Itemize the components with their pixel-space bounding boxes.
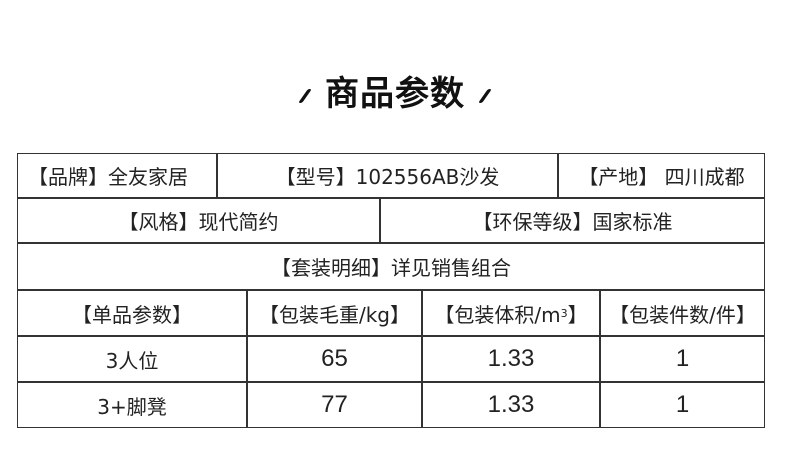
- style-cell: 【风格】现代简约: [17, 198, 380, 243]
- table-row-1-item: 3人位: [17, 336, 247, 382]
- table-row-2-item: 3+脚凳: [17, 382, 247, 428]
- title-text: 商品参数: [325, 74, 465, 114]
- slash-decoration-icon: [478, 88, 492, 103]
- slash-decoration-icon: [298, 88, 312, 103]
- package-detail-cell: 【套装明细】详见销售组合: [17, 243, 765, 290]
- header-volume-close: 】: [567, 302, 588, 327]
- origin-cell: 【产地】 四川成都: [558, 153, 765, 198]
- header-count: 【包装件数/件】: [600, 290, 765, 336]
- brand-cell: 【品牌】全友家居: [17, 153, 217, 198]
- header-item: 【单品参数】: [17, 290, 247, 336]
- header-volume-label: 【包装体积/m: [434, 302, 561, 327]
- eco-grade-cell: 【环保等级】国家标准: [380, 198, 765, 243]
- table-row-1-volume: 1.33: [422, 336, 600, 382]
- header-weight: 【包装毛重/kg】: [247, 290, 422, 336]
- table-row-1-count: 1: [600, 336, 765, 382]
- header-volume: 【包装体积/m 3】: [422, 290, 600, 336]
- model-cell: 【型号】102556AB沙发: [217, 153, 558, 198]
- table-row-2-volume: 1.33: [422, 382, 600, 428]
- table-row-1-weight: 65: [247, 336, 422, 382]
- header-volume-exponent: 3: [560, 306, 568, 320]
- section-title: 商品参数: [0, 66, 790, 115]
- table-row-2-weight: 77: [247, 382, 422, 428]
- table-row-2-count: 1: [600, 382, 765, 428]
